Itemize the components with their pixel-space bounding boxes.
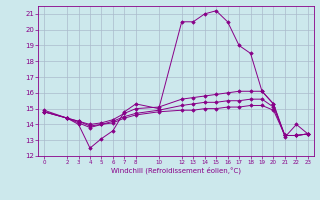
X-axis label: Windchill (Refroidissement éolien,°C): Windchill (Refroidissement éolien,°C) xyxy=(111,167,241,174)
